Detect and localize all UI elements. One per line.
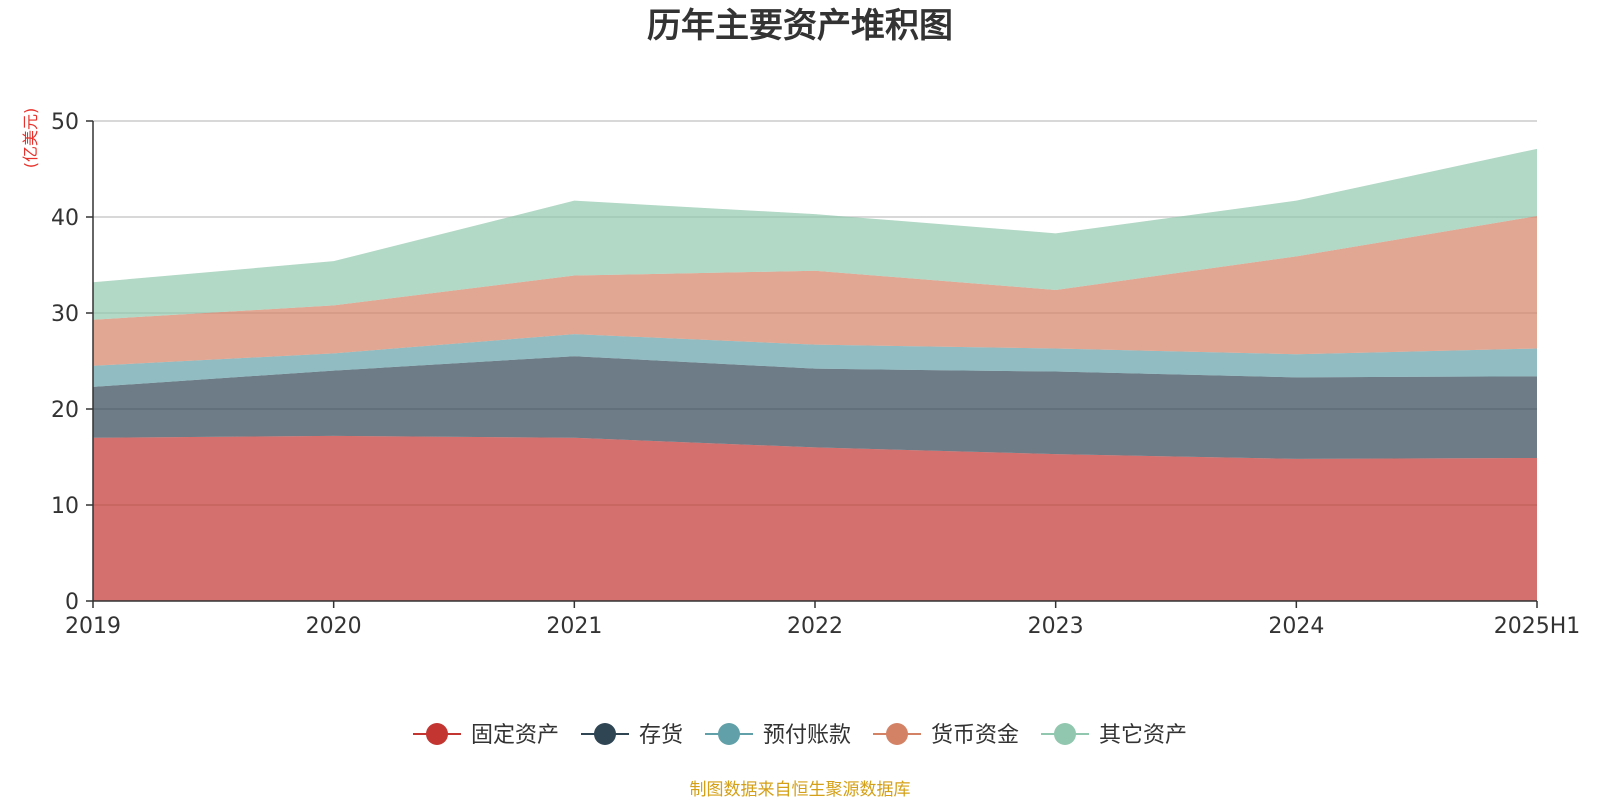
source-note: 制图数据来自恒生聚源数据库 — [690, 780, 911, 800]
area-series-5 — [93, 148, 1537, 320]
legend-marker — [718, 723, 740, 745]
area-series-2 — [93, 356, 1537, 459]
area-series-layer — [93, 148, 1537, 601]
legend-item-1[interactable]: 固定资产 — [413, 723, 559, 748]
legend-marker — [1054, 723, 1076, 745]
legend-marker — [886, 723, 908, 745]
x-tick-label: 2024 — [1268, 614, 1324, 639]
area-series-3 — [93, 334, 1537, 387]
y-axis-unit: (亿美元) — [21, 108, 40, 169]
legend: 固定资产 存货 预付账款 货币资金 其它资产 — [413, 723, 1187, 748]
axes: 0 10 20 30 40 50 2019 2020 2021 2022 2023 2024 2025H… — [51, 110, 1580, 639]
legend-label: 其它资产 — [1099, 723, 1187, 748]
legend-item-2[interactable]: 存货 — [581, 723, 683, 748]
legend-item-3[interactable]: 预付账款 — [705, 723, 851, 748]
y-tick-label: 20 — [51, 398, 79, 423]
y-tick-label: 0 — [65, 590, 79, 615]
x-tick-label: 2021 — [546, 614, 602, 639]
y-tick-label: 10 — [51, 494, 79, 519]
legend-item-4[interactable]: 货币资金 — [873, 723, 1019, 748]
legend-marker — [594, 723, 616, 745]
legend-label: 预付账款 — [763, 723, 851, 748]
x-tick-label: 2023 — [1028, 614, 1084, 639]
y-tick-label: 50 — [51, 110, 79, 135]
legend-label: 固定资产 — [471, 723, 559, 748]
legend-label: 货币资金 — [931, 723, 1019, 748]
legend-label: 存货 — [639, 723, 683, 748]
chart-title: 历年主要资产堆积图 — [647, 6, 953, 46]
x-tick-label: 2019 — [65, 614, 121, 639]
legend-marker — [426, 723, 448, 745]
y-tick-label: 30 — [51, 302, 79, 327]
area-series-1 — [93, 435, 1537, 601]
x-tick-label: 2020 — [306, 614, 362, 639]
x-tick-label: 2022 — [787, 614, 843, 639]
area-series-4 — [93, 216, 1537, 366]
x-tick-label: 2025H1 — [1494, 614, 1581, 639]
y-tick-label: 40 — [51, 206, 79, 231]
legend-item-5[interactable]: 其它资产 — [1041, 723, 1187, 748]
